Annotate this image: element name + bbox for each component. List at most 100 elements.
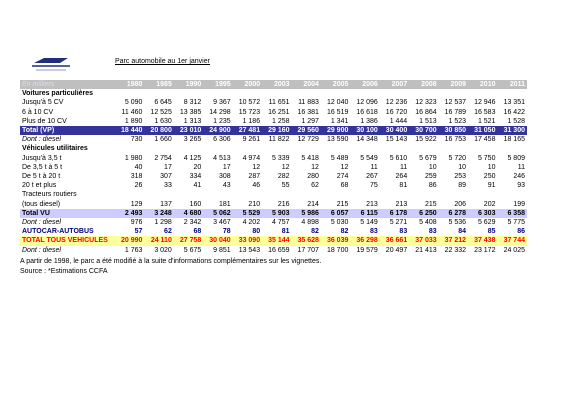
row-label: Dont : diesel xyxy=(22,219,61,227)
cell: 18 700 xyxy=(326,246,349,254)
title: Parc automobile au 1er janvier xyxy=(115,58,210,65)
cell: 23 172 xyxy=(474,246,496,254)
cell: 1 521 xyxy=(477,117,496,125)
cell: 976 xyxy=(130,219,143,227)
cell: 10 xyxy=(428,163,437,171)
cell: 2 342 xyxy=(183,219,202,227)
cell xyxy=(497,89,527,98)
cell: 16 753 xyxy=(444,136,467,144)
table-row: Véhicules utilitaires xyxy=(20,144,527,153)
cell: 83 xyxy=(399,228,408,236)
year-header: 2003 xyxy=(262,80,292,90)
cell: 4 202 xyxy=(242,219,261,227)
cell: 19 579 xyxy=(356,246,378,254)
cell xyxy=(292,190,321,199)
cell: 213 xyxy=(366,200,378,208)
cell: 5 529 xyxy=(232,208,263,219)
cell: 16 789 xyxy=(444,108,467,116)
cell xyxy=(380,144,409,153)
cell: 81 xyxy=(399,182,408,190)
cell: 17 707 xyxy=(297,246,319,254)
cell: 83 xyxy=(428,228,437,236)
cell: 730 xyxy=(130,136,143,144)
cell xyxy=(350,190,379,199)
cell: 30 100 xyxy=(350,126,380,136)
row-label: Plus de 10 CV xyxy=(22,117,67,125)
cell: 43 xyxy=(222,182,231,190)
table-row: Total (VP) 18 440 20 800 23 010 24 900 27 481… xyxy=(20,126,527,136)
cell: 30 400 xyxy=(379,126,410,136)
cell: 23 010 xyxy=(173,126,204,136)
cell: 27 758 xyxy=(173,236,204,246)
cell: 11 xyxy=(370,163,378,171)
cell: 210 xyxy=(248,200,261,208)
cell: 6 115 xyxy=(350,208,380,219)
cell xyxy=(380,89,409,98)
cell: 1 186 xyxy=(242,117,261,125)
cell: 1 890 xyxy=(124,117,143,125)
cell: 20 990 xyxy=(115,236,145,246)
cell: 18 440 xyxy=(115,126,145,136)
cell: 31 050 xyxy=(468,126,498,136)
cell xyxy=(409,89,438,98)
note: Source : *Estimations CCFA xyxy=(20,268,108,275)
cell: 91 xyxy=(487,182,496,190)
cell: 9 261 xyxy=(242,136,261,144)
cell: 12 236 xyxy=(385,99,408,107)
cell: 85 xyxy=(487,228,496,236)
cell: 37 744 xyxy=(497,236,527,246)
cell: 31 300 xyxy=(497,126,527,136)
cell: 55 xyxy=(281,182,290,190)
row-label: Jusqu'à 5 CV xyxy=(22,99,64,107)
cell: 4 898 xyxy=(301,219,319,227)
cell: 3 020 xyxy=(154,246,172,254)
cell: 37 212 xyxy=(438,236,469,246)
cell: 216 xyxy=(277,200,290,208)
year-header: 1980 xyxy=(115,80,145,90)
cell: 5 610 xyxy=(389,154,408,162)
cell xyxy=(174,190,203,199)
table-row: De 3,5 t à 5 t 40 17 20 17 12 12 12 12 11 11 10 10 10… xyxy=(20,163,527,172)
table-row: AUTOCAR-AUTOBUS 57 62 68 78 80 81 82 82 83 83 83 84 8… xyxy=(20,227,527,236)
cell: 12 xyxy=(340,163,349,171)
cell: 1 297 xyxy=(301,117,319,125)
cell: 12 xyxy=(252,163,261,171)
cell: 14 298 xyxy=(209,108,231,116)
cell xyxy=(380,190,409,199)
cell: 17 xyxy=(164,163,172,171)
cell xyxy=(203,144,232,153)
cell: 274 xyxy=(336,173,349,181)
cell: 5 986 xyxy=(291,208,321,219)
cell: 1 258 xyxy=(272,117,290,125)
cell: 16 519 xyxy=(326,108,349,116)
cell: 16 583 xyxy=(474,108,496,116)
cell: 8 312 xyxy=(183,99,202,107)
cell: 11 822 xyxy=(268,136,290,144)
cell xyxy=(350,144,379,153)
row-label: Dont : diesel xyxy=(22,246,61,254)
cell xyxy=(262,144,291,153)
cell: 11 460 xyxy=(121,108,143,116)
cell: 62 xyxy=(311,182,319,190)
table-row: Jusqu'à 5 CV 5 090 6 645 8 312 9 367 10 572 11… xyxy=(20,98,527,107)
cell: 4 974 xyxy=(242,154,261,162)
cell: 86 xyxy=(428,182,437,190)
cell: 1 341 xyxy=(330,117,349,125)
cell: 214 xyxy=(307,200,319,208)
cell: 16 864 xyxy=(415,108,437,116)
cell: 15 723 xyxy=(238,108,261,116)
cell: 80 xyxy=(252,228,261,236)
row-label: AUTOCAR-AUTOBUS xyxy=(22,228,94,236)
cell: 1 444 xyxy=(389,117,408,125)
year-header: 2010 xyxy=(468,80,498,90)
data-table: En milliers 1980 1985 1990 1995 2000 2003 2004… xyxy=(20,80,527,255)
cell: 280 xyxy=(307,173,319,181)
cell: 5 629 xyxy=(477,219,496,227)
row-label: Dont : diesel xyxy=(22,136,61,144)
cell: 9 851 xyxy=(213,246,231,254)
cell: 16 381 xyxy=(297,108,319,116)
cell xyxy=(144,144,173,153)
cell: 78 xyxy=(222,228,231,236)
cell: 3 265 xyxy=(183,136,202,144)
